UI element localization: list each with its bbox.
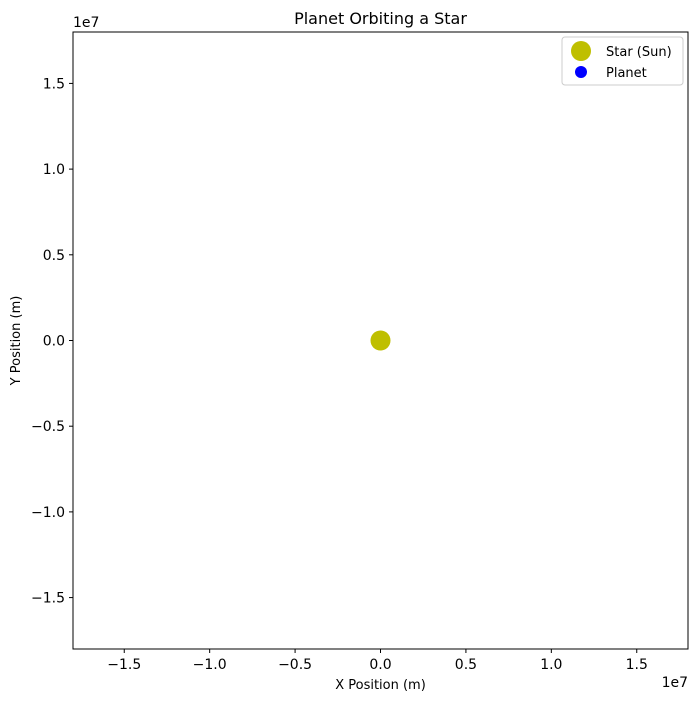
chart-title: Planet Orbiting a Star [294, 9, 467, 28]
y-axis-label: Y Position (m) [9, 296, 24, 387]
legend-marker [571, 41, 591, 61]
x-tick-label: 0.5 [455, 657, 477, 673]
y-tick-label: −0.5 [31, 419, 65, 435]
x-tick-label: 1.0 [540, 657, 562, 673]
y-offset-label: 1e7 [73, 15, 99, 31]
y-tick-label: 1.0 [43, 162, 65, 178]
legend-box [561, 36, 684, 86]
x-axis: −1.5 −1.0 −0.5 0.0 0.5 1.0 1.5 [107, 649, 648, 673]
legend-marker [575, 66, 587, 78]
data-point [370, 330, 391, 351]
legend: Star (Sun) Planet [561, 36, 684, 86]
x-tick-label: 0.0 [369, 657, 391, 673]
y-axis: −1.5 −1.0 −0.5 0.0 0.5 1.0 1.5 [31, 76, 73, 607]
x-tick-label: 1.5 [626, 657, 648, 673]
y-tick-label: 0.0 [43, 334, 65, 350]
x-tick-label: −0.5 [278, 657, 312, 673]
legend-label: Planet [606, 66, 647, 81]
x-offset-label: 1e7 [662, 675, 688, 691]
legend-label: Star (Sun) [606, 45, 672, 60]
y-tick-label: −1.0 [31, 505, 65, 521]
x-tick-label: −1.0 [193, 657, 227, 673]
y-tick-label: −1.5 [31, 591, 65, 607]
y-tick-label: 0.5 [43, 248, 65, 264]
x-tick-label: −1.5 [107, 657, 141, 673]
data-points [370, 330, 391, 351]
y-tick-label: 1.5 [43, 76, 65, 92]
x-axis-label: X Position (m) [335, 678, 426, 693]
